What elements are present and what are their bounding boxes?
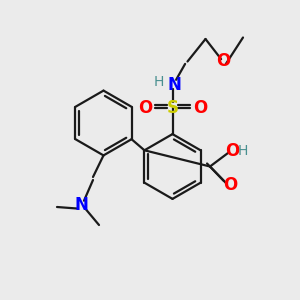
Text: O: O [193, 99, 207, 117]
Text: N: N [74, 196, 88, 214]
Text: H: H [237, 144, 248, 158]
Text: O: O [224, 176, 238, 194]
Text: O: O [216, 52, 231, 70]
Text: H: H [154, 75, 164, 88]
Text: S: S [167, 99, 178, 117]
Text: N: N [167, 76, 181, 94]
Text: O: O [138, 99, 152, 117]
Text: O: O [225, 142, 240, 160]
